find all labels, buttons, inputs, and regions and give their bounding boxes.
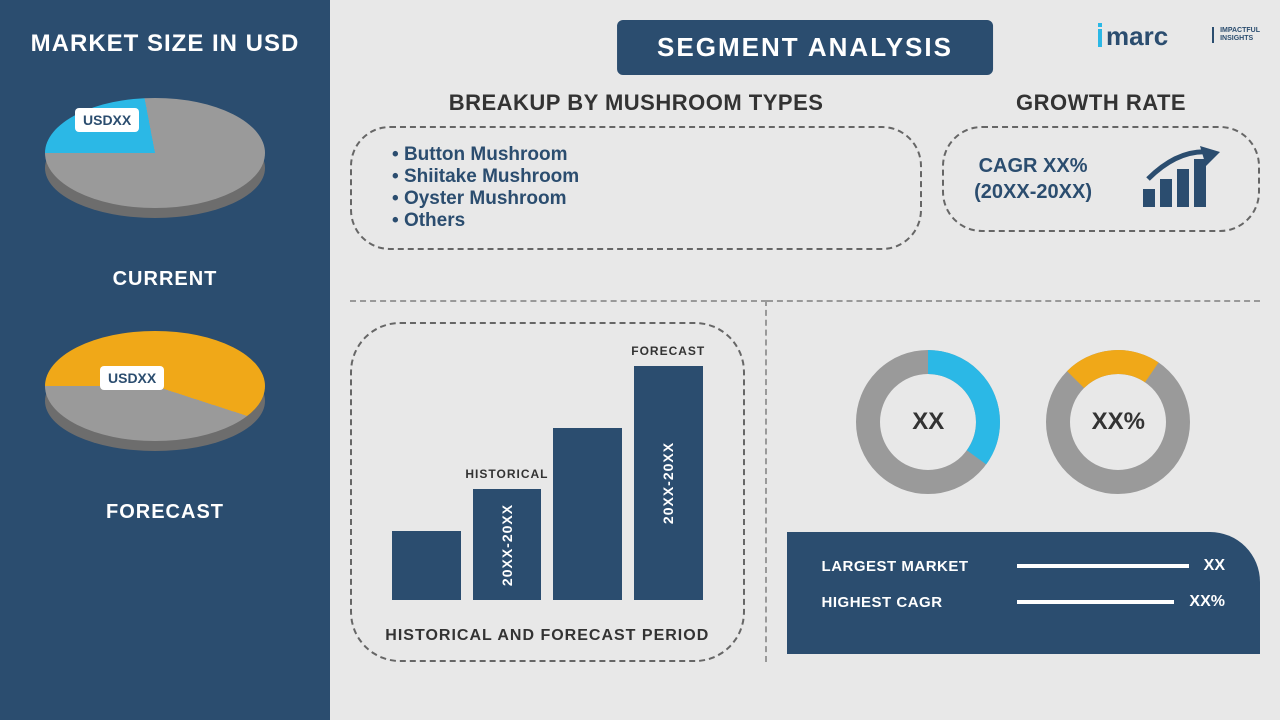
pie-forecast-label: FORECAST (106, 501, 224, 524)
growth-line1: CAGR XX% (974, 153, 1092, 179)
pie-forecast: USDXX (45, 331, 285, 491)
bar-inner-label: 20XX-20XX (660, 442, 676, 524)
breakup-item: Others (392, 210, 890, 232)
logo-tagline1: IMPACTFUL (1220, 27, 1260, 35)
bar (553, 428, 622, 600)
sidebar-title: MARKET SIZE IN USD (31, 30, 300, 58)
breakup-item: Button Mushroom (392, 144, 890, 166)
growth-line2: (20XX-20XX) (974, 179, 1092, 205)
bar: FORECAST20XX-20XX (634, 366, 703, 600)
breakup-item: Shiitake Mushroom (392, 166, 890, 188)
bar-chart-caption: HISTORICAL AND FORECAST PERIOD (352, 627, 743, 645)
bar-top-label: FORECAST (631, 344, 705, 358)
growth-icon (1138, 144, 1228, 214)
breakup-box: Button MushroomShiitake MushroomOyster M… (350, 126, 922, 250)
pie-current: USDXX (45, 98, 285, 258)
metric-label: HIGHEST CAGR (822, 594, 1002, 611)
metric-value: XX% (1189, 593, 1225, 611)
header-title: SEGMENT ANALYSIS (617, 20, 993, 75)
bar (392, 531, 461, 600)
pie-forecast-badge: USDXX (100, 366, 164, 390)
logo: marc IMPACTFUL INSIGHTS (1098, 15, 1260, 55)
growth-box: CAGR XX% (20XX-20XX) (942, 126, 1260, 232)
metric-value: XX (1204, 557, 1225, 575)
growth-title: GROWTH RATE (942, 90, 1260, 116)
donut: XX (848, 342, 1008, 502)
svg-text:marc: marc (1106, 21, 1168, 51)
pie-current-label: CURRENT (113, 268, 218, 291)
metrics-box: LARGEST MARKET XX HIGHEST CAGR XX% (787, 532, 1260, 654)
breakup-item: Oyster Mushroom (392, 188, 890, 210)
donut-center: XX (912, 408, 944, 436)
donut: XX% (1038, 342, 1198, 502)
donut-center: XX% (1092, 408, 1145, 436)
bar-inner-label: 20XX-20XX (499, 504, 515, 586)
sidebar: MARKET SIZE IN USD USDXX CURRENT USDXX F… (0, 0, 330, 720)
breakup-list: Button MushroomShiitake MushroomOyster M… (382, 144, 890, 232)
metric-bar (1017, 564, 1189, 568)
bar: HISTORICAL20XX-20XX (473, 489, 542, 600)
metric-bar (1017, 600, 1175, 604)
breakup-title: BREAKUP BY MUSHROOM TYPES (350, 90, 922, 116)
metric-row: LARGEST MARKET XX (822, 557, 1225, 575)
bar-top-label: HISTORICAL (465, 467, 548, 481)
pie-current-badge: USDXX (75, 108, 139, 132)
content-area: marc IMPACTFUL INSIGHTS SEGMENT ANALYSIS… (330, 0, 1280, 720)
metric-row: HIGHEST CAGR XX% (822, 593, 1225, 611)
metric-label: LARGEST MARKET (822, 558, 1002, 575)
logo-tagline2: INSIGHTS (1220, 35, 1260, 43)
bar-chart: HISTORICAL20XX-20XXFORECAST20XX-20XX HIS… (350, 322, 745, 662)
